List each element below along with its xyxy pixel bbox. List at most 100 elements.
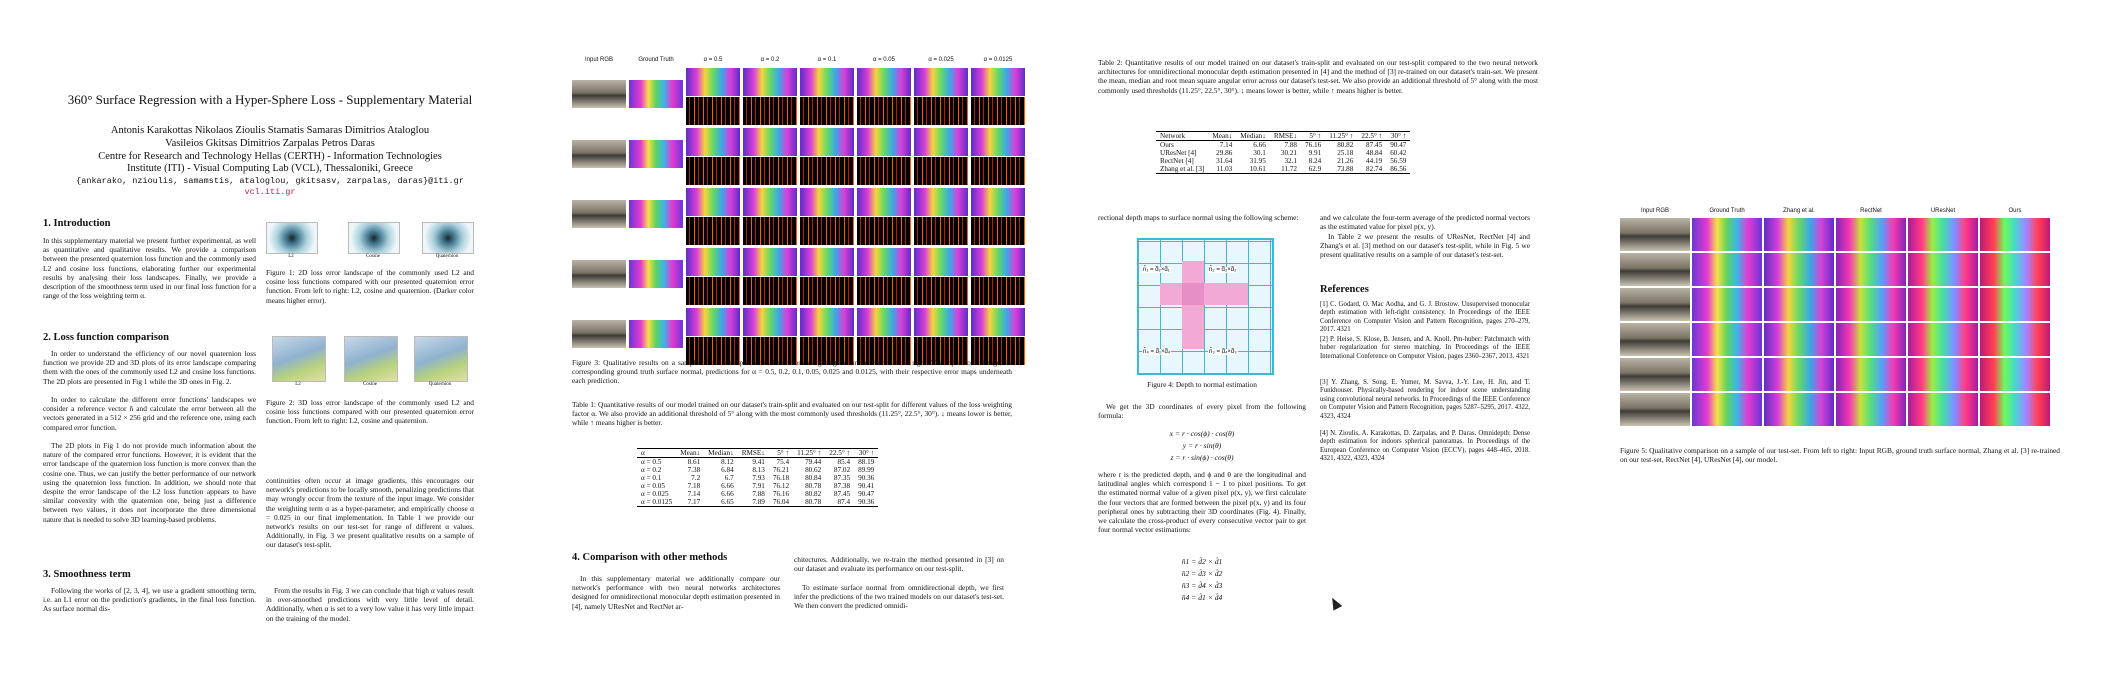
- ground-truth-image: [1692, 218, 1762, 251]
- table-cell: 10.61: [1236, 165, 1270, 174]
- heading-references: References: [1320, 284, 1369, 295]
- table2-discussion: In Table 2 we present the results of URe…: [1320, 232, 1530, 260]
- table-row: α = 0.05 7.18 6.66 7.91 76.12 80.78 87.38 90.41: [637, 482, 878, 490]
- ground-truth-image: [1692, 393, 1762, 426]
- table-cell: 79.44: [805, 458, 822, 466]
- prediction-image: [686, 248, 740, 276]
- table-cell: 7.17: [676, 498, 705, 507]
- table-cell: 86.56: [1386, 165, 1411, 174]
- ground-truth-image: [1692, 358, 1762, 391]
- fig4-caption: Figure 4: Depth to normal estimation: [1147, 380, 1257, 389]
- table-cell: 76.12: [772, 482, 790, 490]
- prediction-image: [914, 128, 968, 156]
- table-header-cell: 30° ↑: [854, 448, 879, 458]
- fig2-cosine-surface: [344, 336, 398, 382]
- prediction-image: [743, 188, 797, 216]
- table-cell: 6.84: [721, 466, 734, 474]
- prediction-image: [743, 68, 797, 96]
- loss-paragraph-1: In order to understand the efficiency of…: [43, 349, 256, 386]
- error-map-image: [743, 337, 797, 365]
- page-2: Input RGB Ground Truth α = 0.5 α = 0.2 α = 0…: [540, 0, 1060, 680]
- depth-to-normal-intro: rectional depth maps to surface normal u…: [1098, 213, 1299, 222]
- error-map-image: [686, 337, 740, 365]
- table-cell: 11.72: [1269, 165, 1302, 174]
- table-header-cell: 11.25° ↑: [793, 448, 826, 458]
- table-cell: α = 0.025: [641, 490, 669, 498]
- smoothness-conclusion: From the results in Fig. 3 we can conclu…: [266, 586, 474, 623]
- table-row: UResNet [4] 29.86 30.1 30.21 9.91 25.18 48.84 6…: [1156, 149, 1410, 157]
- table2-caption: Table 2: Quantitative results of our mod…: [1098, 58, 1538, 95]
- table-cell: 87.35: [833, 474, 851, 482]
- prediction-image: [914, 188, 968, 216]
- zhang-prediction-image: [1764, 323, 1834, 356]
- table-cell: 76.16: [772, 490, 790, 498]
- rectnet-prediction-image: [1836, 323, 1906, 356]
- website-link[interactable]: vcl.iti.gr: [244, 187, 296, 197]
- page-4: Input RGB Ground Truth Zhang et al. RectNet…: [1620, 0, 2104, 680]
- table-cell: 80.62: [805, 466, 822, 474]
- zhang-prediction-image: [1764, 393, 1834, 426]
- table2-comparison-results: Network Mean↓ Median↓ RMSE↓ 5° ↑ 11.25° ↑ 22.5…: [1156, 131, 1411, 174]
- reference-2: [2] P. Heise, S. Klose, B. Jensen, and A…: [1320, 336, 1530, 360]
- prediction-image: [857, 248, 911, 276]
- zhang-prediction-image: [1764, 253, 1834, 286]
- table-cell: 7.14: [1219, 141, 1233, 149]
- reference-1: [1] C. Godard, O. Mac Aodha, and G. J. B…: [1320, 301, 1530, 334]
- rectnet-prediction-image: [1836, 358, 1906, 391]
- error-map-image: [800, 277, 854, 305]
- table-cell: 31.64: [1216, 157, 1233, 165]
- fig3-header-4: α = 0.1: [817, 57, 837, 63]
- prediction-image: [914, 248, 968, 276]
- table-cell: 7.88: [752, 490, 765, 498]
- table-cell: 89.99: [858, 466, 875, 474]
- fig3-header-5: α = 0.05: [873, 57, 895, 63]
- fig1-quaternion-plot: [422, 222, 474, 254]
- fig4-label-n3: n̂₃ = d̂₄×d̂₃: [1208, 349, 1238, 355]
- prediction-image: [743, 248, 797, 276]
- input-rgb-image: [1620, 323, 1690, 356]
- table-cell: 75.4: [776, 458, 790, 466]
- error-map-image: [686, 157, 740, 185]
- error-map-image: [686, 277, 740, 305]
- prediction-image: [800, 128, 854, 156]
- table-cell: 87.02: [833, 466, 851, 474]
- input-rgb-image: [1620, 393, 1690, 426]
- table-cell: 8.13: [752, 466, 765, 474]
- table-cell: 87.38: [833, 482, 851, 490]
- fig1-label-quaternion: Quaternion: [435, 254, 459, 259]
- table-cell: 6.66: [721, 482, 734, 490]
- table-cell: 87.45: [1366, 141, 1383, 149]
- intro-paragraph: In this supplementary material we presen…: [43, 236, 256, 301]
- error-map-image: [743, 217, 797, 245]
- fig2-quaternion-surface: [414, 336, 468, 382]
- table-cell: 87.4: [825, 498, 855, 507]
- prediction-image: [686, 68, 740, 96]
- rectnet-prediction-image: [1836, 218, 1906, 251]
- error-map-image: [743, 97, 797, 125]
- table-cell: 80.82: [1337, 141, 1354, 149]
- table-row: Zhang et al. [3] 11.03 10.61 11.72 62.9 73.88…: [1156, 165, 1411, 174]
- table-cell: 31.95: [1249, 157, 1266, 165]
- error-map-image: [857, 277, 911, 305]
- error-map-image: [914, 97, 968, 125]
- rectnet-prediction-image: [1836, 253, 1906, 286]
- smoothness-paragraph: Following the works of [2, 3, 4], we use…: [43, 586, 256, 614]
- fig3-header-2: α = 0.5: [703, 57, 723, 63]
- page-1: 360° Surface Regression with a Hyper-Sph…: [0, 0, 580, 680]
- table-cell: 8.61: [687, 458, 701, 466]
- table-cell: 6.7: [724, 474, 734, 482]
- table-row: α = 0.1 7.2 6.7 7.93 76.18 80.84 87.35 90.36: [637, 474, 878, 482]
- fig5-header-0: Input RGB: [1640, 208, 1669, 214]
- prediction-image: [971, 248, 1025, 276]
- error-map-image: [800, 97, 854, 125]
- fig1-caption: Figure 1: 2D loss error landscape of the…: [266, 268, 474, 305]
- input-rgb-image: [572, 80, 626, 108]
- table-cell: 7.88: [1284, 141, 1298, 149]
- table-row: α = 0.0125 7.17 6.65 7.89 76.04 80.78 87.4 90.3…: [637, 498, 879, 507]
- input-rgb-image: [1620, 218, 1690, 251]
- fig1-cosine-plot: [348, 222, 400, 254]
- table-row: α = 0.025 7.14 6.66 7.88 76.16 80.82 87.45 90.4…: [637, 490, 878, 498]
- table-header-cell: α: [637, 448, 677, 458]
- uresnet-prediction-image: [1908, 288, 1978, 321]
- input-rgb-image: [572, 140, 626, 168]
